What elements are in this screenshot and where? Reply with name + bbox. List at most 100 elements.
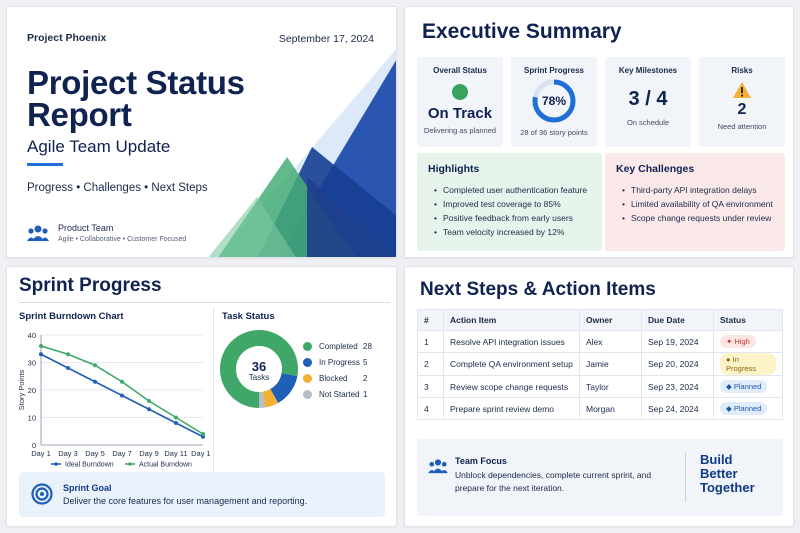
- highlights-box: Highlights Completed user authentication…: [417, 153, 602, 251]
- data-point: [93, 379, 97, 384]
- table-row: 3 Review scope change requests Taylor Sep 2…: [417, 375, 783, 398]
- kpi-sub: On schedule: [626, 118, 670, 127]
- x-tick-label: Day 11: [164, 449, 187, 458]
- task-status-donut: [220, 330, 298, 408]
- team-focus-text: Unblock dependencies, complete current s…: [455, 470, 652, 493]
- kpi-value: 2: [737, 101, 747, 118]
- table-row: 2 Complete QA environment setup Jamie Sep 2…: [417, 352, 783, 376]
- green-dot-icon: [452, 84, 468, 100]
- column-header: Status: [713, 309, 783, 331]
- status-badge-icon: ◆: [726, 382, 734, 391]
- team-description: Agile • Collaborative • Customer Focused: [58, 236, 187, 243]
- kpi-risks: Risks 2 Need attention: [699, 57, 785, 147]
- row-action-item: Review scope change requests: [443, 375, 580, 398]
- data-point: [174, 421, 178, 425]
- legend-label: Actual Burndown: [139, 462, 192, 468]
- legend-completed: Completed 28: [303, 342, 372, 351]
- slogan: Build Better Together: [700, 453, 776, 495]
- divider: [213, 307, 214, 472]
- data-point: [66, 366, 70, 370]
- legend-label: Blocked: [319, 374, 348, 383]
- list-item: Team velocity increased by 12%: [434, 225, 602, 239]
- row-due-date: Sep 23, 2024: [641, 375, 714, 398]
- status-badge: ● In Progress: [720, 353, 776, 375]
- team-focus-title: Team Focus: [455, 456, 507, 466]
- column-header: Due Date: [641, 309, 714, 331]
- data-point: [93, 363, 97, 368]
- kpi-value: 3 / 4: [628, 88, 668, 110]
- y-tick-label: 30: [28, 359, 36, 368]
- column-header: Action Item: [443, 309, 580, 331]
- status-badge: ◆ Planned: [720, 402, 768, 415]
- donut-center-label: Tasks: [248, 373, 270, 382]
- challenges-box: Key Challenges Third-party API integrati…: [605, 153, 785, 251]
- team-icon: [27, 225, 49, 241]
- status-badge-label: Planned: [733, 382, 762, 391]
- title-line-2: Report: [27, 96, 132, 133]
- legend-count: 2: [363, 374, 368, 383]
- legend-not-started: Not Started 1: [303, 390, 367, 399]
- sprint-progress-card: Sprint Progress Sprint Burndown Chart Ta…: [6, 266, 397, 527]
- progress-arc: [532, 79, 576, 123]
- legend-count: 5: [363, 358, 368, 367]
- status-badge: ◆ Planned: [720, 380, 768, 393]
- data-point: [147, 407, 151, 412]
- kpi-overall-status: Overall Status On Track Delivering as pl…: [417, 57, 503, 147]
- row-owner: Morgan: [579, 397, 642, 420]
- table-row: 4 Prepare sprint review demo Morgan Sep 24,…: [417, 397, 783, 420]
- x-tick-label: Day 9: [139, 449, 159, 458]
- data-point: [39, 344, 43, 348]
- legend-label: Completed: [319, 342, 358, 351]
- row-status: ✦ High: [713, 330, 783, 353]
- y-tick-label: 20: [28, 386, 36, 395]
- kpi-sprint-progress: Sprint Progress 78% 28 of 36 story point…: [511, 57, 597, 147]
- target-icon: [31, 483, 53, 505]
- x-tick-label: Day 13: [191, 449, 211, 458]
- status-badge-label: Planned: [733, 404, 762, 413]
- x-tick-label: Day 1: [31, 449, 51, 458]
- project-name: Project Phoenix: [27, 32, 107, 44]
- title-card: Project Phoenix September 17, 2024 Proje…: [6, 6, 397, 258]
- legend-swatch: [303, 374, 312, 383]
- list-item: Completed user authentication feature: [434, 183, 602, 197]
- kpi-label: Overall Status: [433, 66, 487, 75]
- decorative-triangles-graphic: [208, 49, 396, 257]
- burndown-title: Sprint Burndown Chart: [19, 311, 124, 322]
- page-title: Project Status Report: [27, 66, 245, 133]
- kpi-key-milestones: Key Milestones 3 / 4 On schedule: [605, 57, 691, 147]
- data-point: [120, 379, 124, 384]
- table-header-row: # Action Item Owner Due Date Status: [417, 309, 783, 331]
- next-steps-title: Next Steps & Action Items: [420, 279, 656, 300]
- warning-icon: [733, 82, 751, 98]
- sprint-goal-title: Sprint Goal: [63, 483, 112, 493]
- row-number: 1: [417, 330, 444, 353]
- title-accent-rule: [27, 163, 63, 166]
- legend-label: Not Started: [319, 390, 360, 399]
- data-point: [39, 352, 43, 357]
- x-tick-label: Day 7: [112, 449, 132, 458]
- team-icon: [428, 459, 448, 474]
- row-owner: Jamie: [579, 352, 642, 376]
- list-item: Third-party API integration delays: [622, 183, 785, 197]
- legend-blocked: Blocked 2: [303, 374, 367, 383]
- row-status: ◆ Planned: [713, 375, 783, 398]
- y-tick-label: 40: [28, 331, 36, 340]
- column-header: Owner: [579, 309, 642, 331]
- title-tags: Progress • Challenges • Next Steps: [27, 182, 208, 194]
- sprint-goal-box: Sprint Goal Deliver the core features fo…: [19, 472, 385, 517]
- team-name: Product Team: [58, 223, 114, 233]
- row-action-item: Resolve API integration issues: [443, 330, 580, 353]
- status-badge-icon: ✦: [726, 337, 735, 346]
- row-status: ● In Progress: [713, 352, 783, 376]
- kpi-label: Sprint Progress: [523, 66, 584, 75]
- row-number: 4: [417, 397, 444, 420]
- row-number: 2: [417, 352, 444, 376]
- donut-slice: [220, 330, 298, 408]
- row-action-item: Prepare sprint review demo: [443, 397, 580, 420]
- data-point: [66, 352, 70, 357]
- donut-center-value: 36: [251, 359, 267, 374]
- row-due-date: Sep 20, 2024: [641, 352, 714, 376]
- executive-summary-title: Executive Summary: [422, 20, 622, 43]
- x-tick-label: Day 5: [85, 449, 105, 458]
- row-due-date: Sep 24, 2024: [641, 397, 714, 420]
